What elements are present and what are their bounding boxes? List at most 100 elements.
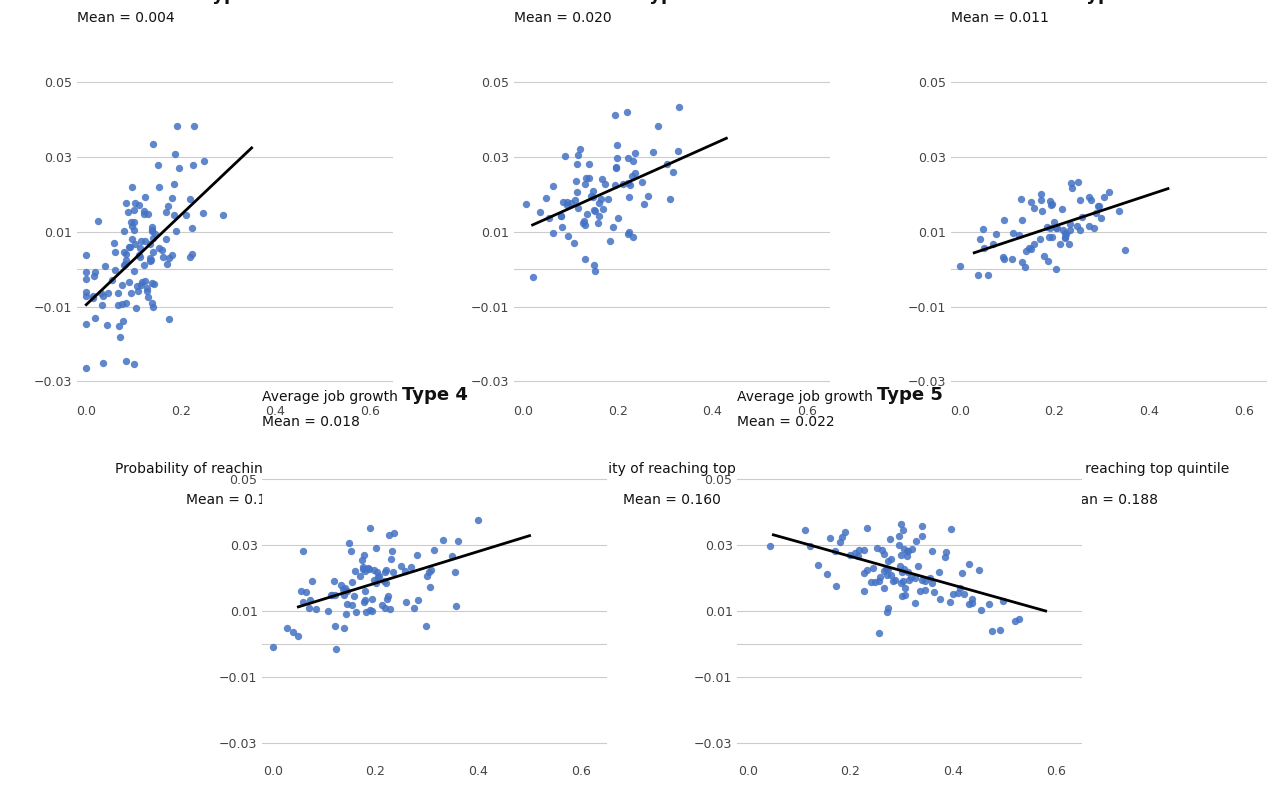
Point [557, 198, 577, 211]
Point [128, 285, 148, 298]
Point [138, 291, 159, 304]
Point [357, 562, 378, 574]
Point [911, 519, 932, 532]
Point [959, 598, 979, 610]
Point [561, 197, 581, 210]
Point [293, 595, 314, 608]
Text: Mean = 0.022: Mean = 0.022 [737, 414, 835, 429]
Point [557, 196, 577, 209]
Point [1024, 202, 1044, 214]
Point [876, 562, 896, 575]
Point [669, 100, 690, 113]
Point [845, 546, 865, 559]
Point [351, 569, 371, 582]
Point [384, 526, 404, 539]
Point [891, 518, 911, 531]
Point [979, 598, 1000, 610]
Point [893, 562, 914, 575]
Point [659, 193, 680, 206]
Point [93, 289, 114, 302]
Point [361, 604, 381, 617]
Point [356, 606, 376, 618]
Point [1060, 223, 1080, 236]
Point [152, 251, 173, 264]
Point [108, 286, 128, 299]
Point [1093, 190, 1114, 203]
Point [579, 172, 599, 185]
Point [928, 566, 948, 578]
Point [142, 224, 163, 237]
Point [599, 235, 620, 248]
Point [142, 220, 163, 233]
Point [298, 602, 319, 614]
Point [1020, 242, 1041, 255]
Point [445, 600, 466, 613]
Point [1020, 196, 1041, 209]
Point [376, 563, 397, 576]
Point [84, 312, 105, 325]
Point [625, 167, 645, 180]
Point [970, 233, 991, 246]
Point [165, 148, 186, 161]
Point [1037, 221, 1057, 234]
Point [1015, 245, 1036, 258]
Point [276, 622, 297, 634]
Point [878, 555, 899, 568]
Point [396, 596, 416, 609]
Point [620, 178, 640, 191]
Point [1009, 613, 1029, 626]
Point [870, 571, 891, 584]
Point [1005, 614, 1025, 627]
Point [570, 142, 590, 155]
Point [989, 624, 1010, 637]
Point [97, 287, 118, 300]
Point [934, 551, 955, 564]
Point [908, 559, 928, 572]
Point [104, 236, 124, 249]
Point [854, 585, 874, 598]
Point [156, 233, 177, 246]
Point [337, 584, 357, 597]
Point [595, 178, 616, 190]
Point [1010, 193, 1030, 206]
Point [881, 552, 901, 565]
Point [326, 643, 347, 656]
Point [1024, 237, 1044, 250]
Point [340, 545, 361, 558]
Point [890, 530, 910, 542]
Point [444, 566, 465, 578]
Point [874, 582, 895, 594]
Point [954, 587, 974, 600]
Point [344, 565, 365, 578]
Point [1070, 194, 1091, 206]
Point [618, 177, 639, 190]
Text: Probability of reaching top quintile: Probability of reaching top quintile [115, 462, 356, 476]
Point [380, 602, 401, 615]
Point [165, 225, 186, 238]
Point [358, 563, 379, 576]
Point [892, 574, 913, 587]
Point [1041, 198, 1061, 211]
Point [879, 533, 900, 546]
Title: Type 4: Type 4 [402, 386, 467, 405]
Point [1039, 194, 1060, 207]
Point [824, 545, 845, 558]
Text: Probability of reaching top quintile: Probability of reaching top quintile [988, 462, 1229, 476]
Text: Average job growth: Average job growth [262, 390, 398, 404]
Point [961, 592, 982, 605]
Point [424, 543, 444, 556]
Text: Mean = 0.004: Mean = 0.004 [77, 11, 174, 25]
Point [564, 194, 585, 206]
Point [306, 603, 326, 616]
Point [151, 244, 172, 257]
Point [924, 586, 945, 598]
Point [936, 545, 956, 558]
Point [114, 224, 134, 237]
Point [143, 138, 164, 151]
Point [166, 120, 187, 133]
Point [125, 197, 146, 210]
Point [552, 221, 572, 234]
Point [192, 207, 212, 220]
Point [142, 277, 163, 290]
Point [872, 543, 892, 556]
